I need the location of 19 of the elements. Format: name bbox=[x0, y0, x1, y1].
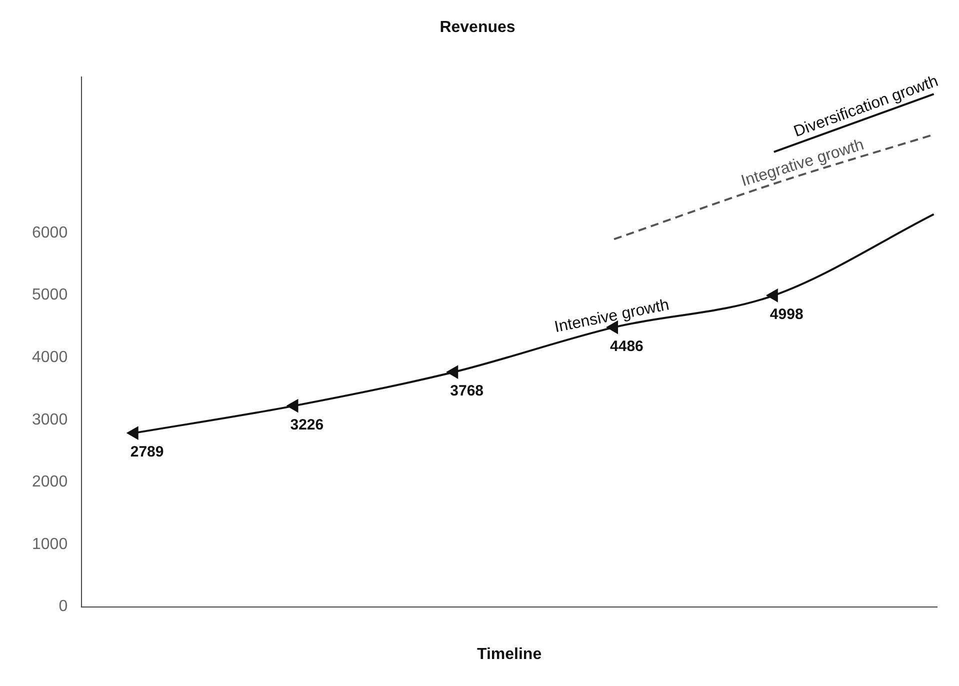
x-axis-title: Timeline bbox=[476, 646, 542, 663]
point bbox=[127, 426, 138, 440]
point bbox=[766, 289, 778, 302]
point bbox=[287, 400, 298, 412]
data-label: 3226 bbox=[290, 416, 324, 434]
y-tick-label: 2000 bbox=[32, 474, 68, 491]
data-label: 4998 bbox=[770, 306, 804, 324]
data-label: 4486 bbox=[610, 338, 644, 355]
y-tick-label: 3000 bbox=[32, 411, 68, 428]
y-tick-label: 4000 bbox=[32, 348, 68, 366]
y-tick-label: 5000 bbox=[32, 286, 68, 304]
y-tick-label: 1000 bbox=[32, 536, 68, 553]
data-label: 3768 bbox=[450, 382, 484, 400]
text: Intensive growth bbox=[553, 296, 671, 336]
point bbox=[447, 366, 458, 378]
y-tick-label: 0 bbox=[58, 598, 68, 616]
chart-title: Revenues bbox=[440, 19, 516, 36]
y-tick-label: 6000 bbox=[32, 224, 68, 242]
data-label: 2789 bbox=[130, 444, 164, 461]
